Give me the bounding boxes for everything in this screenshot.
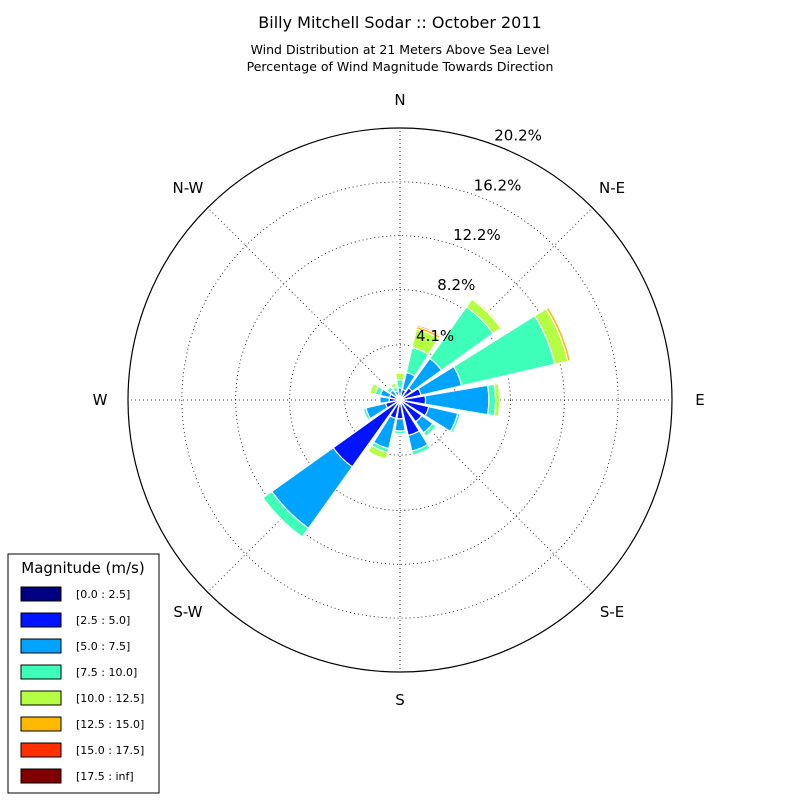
legend-swatch-2	[20, 638, 62, 654]
radial-tick-label-3: 16.2%	[474, 177, 522, 195]
legend-swatch-4	[20, 690, 62, 706]
direction-label-n-w: N-W	[172, 179, 203, 197]
wind-bar-sector-4-bin-4	[493, 382, 501, 418]
radial-tick-labels: 4.1% 8.2% 12.2% 16.2% 20.2%	[416, 127, 542, 345]
legend-label-6: [15.0 : 17.5]	[76, 744, 144, 757]
wind-bar-sector-5-bin-3	[449, 412, 462, 434]
wind-bar-sector-13-bin-4	[369, 382, 380, 395]
legend-label-1: [2.5 : 5.0]	[76, 614, 130, 627]
legend-label-0: [0.0 : 2.5]	[76, 588, 130, 601]
chart-subtitle-line-1: Wind Distribution at 21 Meters Above Sea…	[251, 42, 550, 57]
grid-spoke-7	[207, 207, 401, 401]
wind-bar-sector-8-bin-2	[394, 417, 406, 432]
polar-frame	[127, 127, 673, 673]
wind-bar-sector-3-bin-5	[545, 306, 572, 362]
direction-label-w: W	[93, 391, 108, 409]
legend-label-7: [17.5 : inf]	[76, 770, 134, 783]
direction-label-s-w: S-W	[173, 603, 202, 621]
legend-label-4: [10.0 : 12.5]	[76, 692, 144, 705]
chart-subtitle-line-2: Percentage of Wind Magnitude Towards Dir…	[247, 59, 554, 74]
direction-label-s-e: S-E	[600, 603, 624, 621]
wind-bar-sector-6-bin-3	[422, 422, 438, 438]
wind-bar-sector-12-bin-3	[377, 395, 381, 405]
legend-title: Magnitude (m/s)	[21, 559, 144, 577]
direction-label-e: E	[695, 391, 704, 409]
wind-bar-sector-1-bin-6	[416, 324, 442, 337]
direction-label-n: N	[394, 91, 405, 109]
radial-tick-label-1: 8.2%	[437, 276, 475, 294]
legend-swatch-6	[20, 742, 62, 758]
legend-swatch-0	[20, 586, 62, 602]
legend-label-3: [7.5 : 10.0]	[76, 666, 137, 679]
direction-labels: N N-E E S-E S S-W W N-W	[93, 91, 705, 709]
outer-circle	[127, 127, 673, 673]
wind-bar-sector-14-bin-4	[384, 384, 392, 392]
legend-label-2: [5.0 : 7.5]	[76, 640, 130, 653]
legend-swatch-3	[20, 664, 62, 680]
direction-label-s: S	[395, 691, 405, 709]
grid-circle-3	[181, 181, 619, 619]
wind-bar-sector-0-bin-4	[394, 372, 406, 381]
wind-bar-sector-9-bin-4	[367, 444, 389, 460]
wind-bars	[262, 297, 572, 538]
wind-bar-sector-0-bin-3	[395, 379, 405, 389]
radial-tick-label-0: 4.1%	[416, 327, 454, 345]
legend-swatch-7	[20, 768, 62, 784]
wind-bar-sector-11-bin-3	[362, 407, 372, 421]
wind-bar-sector-15-bin-4	[389, 382, 398, 390]
chart-title: Billy Mitchell Sodar :: October 2011	[258, 13, 541, 32]
legend: Magnitude (m/s) [0.0 : 2.5] [2.5 : 5.0] [5.…	[7, 553, 160, 794]
wind-bar-sector-8-bin-3	[393, 429, 407, 435]
wind-bar-sector-10-bin-3	[262, 490, 310, 538]
radial-tick-label-4: 20.2%	[494, 127, 542, 145]
wind-bar-sector-7-bin-3	[411, 443, 431, 456]
legend-label-5: [12.5 : 15.0]	[76, 718, 144, 731]
wind-bar-sector-2-bin-5	[471, 297, 503, 329]
wind-bar-sector-0-bin-5	[394, 371, 406, 375]
direction-label-n-e: N-E	[599, 179, 625, 197]
radial-tick-label-2: 12.2%	[453, 226, 501, 244]
legend-swatch-5	[20, 716, 62, 732]
legend-swatch-1	[20, 612, 62, 628]
